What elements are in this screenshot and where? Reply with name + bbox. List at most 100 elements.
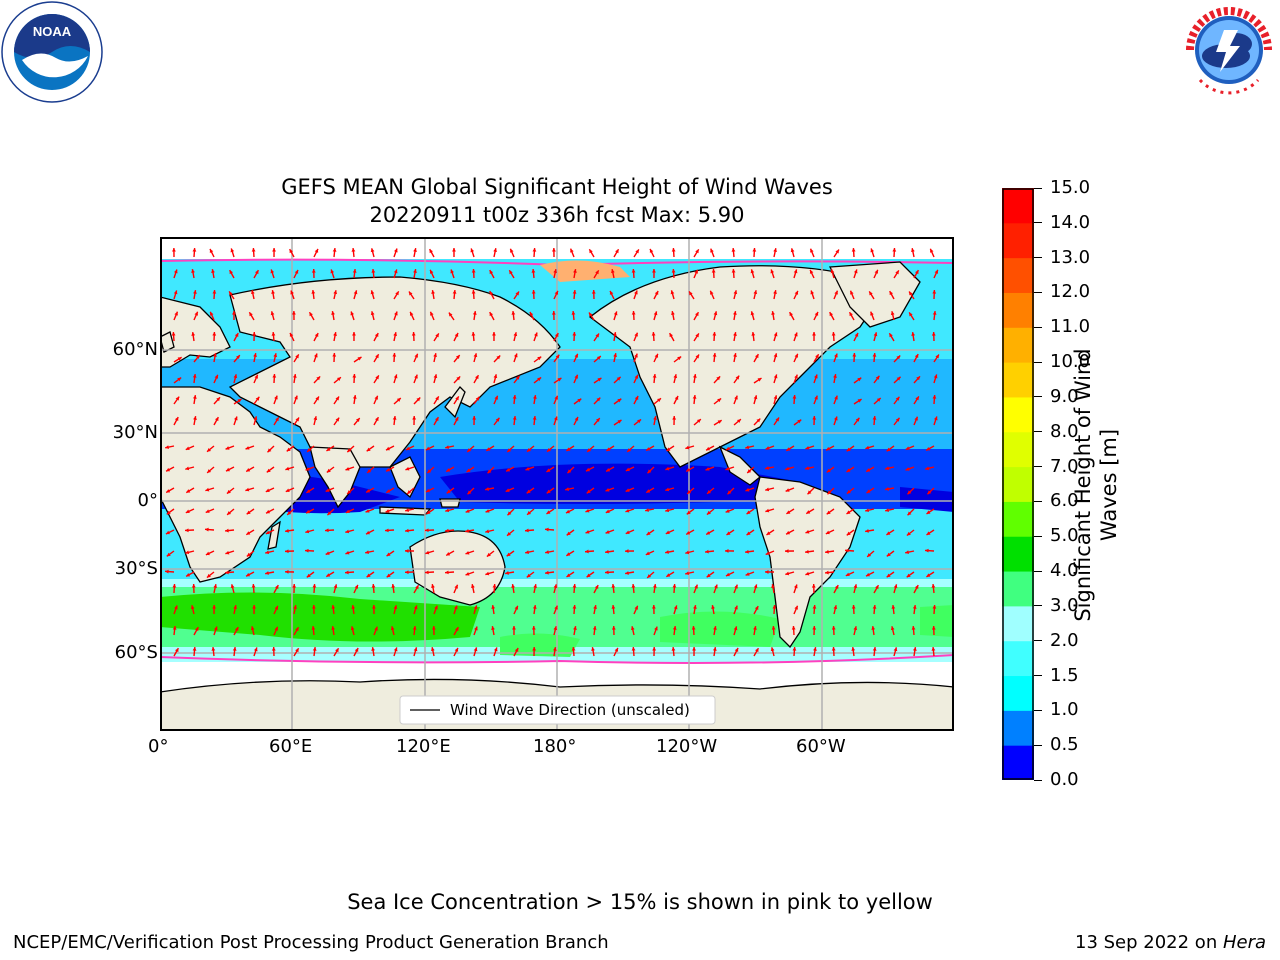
wave-arrow-head: [705, 467, 710, 471]
wave-arrow-head: [514, 647, 519, 652]
wave-arrow-head: [190, 605, 195, 610]
wave-arrow-head: [471, 269, 476, 273]
wave-arrow-head: [631, 584, 636, 588]
wave-arrow-head: [935, 354, 939, 359]
wave-arrow-head: [274, 585, 279, 590]
wave-arrow-head: [674, 395, 679, 400]
wave-arrow-head: [347, 490, 352, 494]
wave-arrow-head: [186, 489, 191, 493]
wave-arrow-head: [455, 396, 459, 401]
wave-arrow-head: [265, 530, 270, 535]
y-tick-0: 0°: [137, 490, 158, 511]
wave-arrow-head: [733, 353, 737, 357]
wave-arrow-head: [227, 511, 232, 515]
wave-arrow-head: [471, 584, 475, 589]
colorbar-tick-label: 13.0: [1034, 247, 1090, 268]
wave-arrow-head: [909, 312, 913, 317]
wave-arrow-head: [925, 548, 929, 553]
wave-arrow-head: [375, 354, 379, 359]
wave-arrow-head: [572, 605, 577, 609]
wave-arrow-head: [325, 528, 329, 533]
wave-arrow-head: [671, 311, 675, 315]
wave-arrow-head: [666, 573, 671, 577]
wave-arrow-head: [831, 647, 836, 651]
colorbar-segment: [1002, 710, 1034, 746]
wave-arrow-head: [875, 375, 880, 380]
wave-arrow-head: [531, 269, 536, 273]
wave-arrow-head: [606, 467, 611, 472]
wave-arrow-head: [265, 550, 270, 555]
wave-arrow-head: [911, 332, 916, 336]
wave-arrow-head: [657, 398, 661, 403]
wave-arrow-head: [649, 248, 654, 253]
wave-arrow-head: [731, 269, 736, 273]
wave-arrow-head: [912, 647, 917, 651]
wave-arrow-head: [554, 605, 558, 610]
colorbar-tick-label: 7.0: [1034, 456, 1079, 477]
wave-arrow-head: [849, 312, 853, 317]
wave-arrow-head: [846, 489, 851, 494]
wave-arrow-head: [392, 416, 397, 420]
wave-arrow-head: [773, 353, 778, 358]
wave-arrow-head: [289, 332, 294, 337]
wave-arrow-head: [485, 509, 490, 513]
wave-arrow-head: [236, 355, 240, 360]
wave-arrow-head: [852, 353, 857, 357]
wave-arrow-head: [212, 332, 217, 336]
wave-arrow-head: [350, 626, 355, 631]
wave-arrow-head: [752, 248, 757, 252]
wave-arrow-head: [173, 290, 178, 295]
wave-arrow-head: [829, 312, 834, 317]
wave-arrow-head: [366, 447, 371, 452]
wave-arrow-head: [452, 248, 456, 252]
wave-arrow-head: [634, 605, 638, 610]
wave-arrow-head: [234, 627, 239, 632]
colorbar-ticks: 15.0 14.0 13.0 12.0 11.0 10.0 9.0 8.0 7.0 6.0 5.0 4…: [1034, 0, 1114, 960]
wave-arrow-head: [512, 626, 516, 630]
wave-arrow-head: [345, 550, 350, 555]
wave-arrow-head: [750, 269, 755, 274]
wave-arrow-head: [425, 550, 430, 555]
wave-arrow-head: [634, 395, 639, 400]
wave-arrow-head: [895, 396, 900, 401]
wave-arrow-head: [793, 584, 798, 589]
wave-arrow-head: [395, 291, 399, 296]
wave-arrow-head: [771, 311, 775, 315]
wave-arrow-head: [651, 332, 656, 336]
wave-arrow-head: [694, 269, 698, 274]
wave-arrow-head: [794, 353, 799, 358]
wave-arrow-head: [345, 570, 349, 575]
wave-arrow-head: [532, 647, 537, 651]
wave-arrow-head: [374, 395, 378, 400]
wave-arrow-head: [834, 585, 839, 590]
wave-arrow-head: [773, 290, 777, 294]
wave-arrow-head: [912, 605, 917, 609]
wave-arrow-head: [251, 584, 256, 588]
x-tick-120e: 120°E: [396, 736, 451, 757]
wave-arrow-head: [393, 332, 398, 337]
wave-arrow-head: [812, 416, 817, 420]
wave-arrow-head: [485, 571, 490, 576]
wave-arrow-head: [273, 353, 278, 358]
colorbar-segment: [1002, 536, 1034, 572]
wave-arrow-head: [445, 528, 449, 533]
wave-arrow-head: [587, 448, 592, 452]
wave-arrow-head: [734, 605, 738, 610]
wave-arrow-head: [669, 333, 673, 338]
wave-arrow-head: [574, 416, 579, 421]
wave-arrow-head: [386, 467, 391, 472]
x-tick-120w: 120°W: [656, 736, 718, 757]
wave-arrow-head: [585, 549, 589, 554]
wave-arrow-head: [794, 290, 799, 295]
wave-arrow-head: [706, 531, 711, 535]
colorbar-tick-label: 10.0: [1034, 352, 1090, 372]
wave-arrow-head: [672, 626, 677, 630]
wave-arrow-head: [177, 357, 182, 361]
wave-arrow-head: [225, 570, 229, 575]
wave-arrow-head: [354, 647, 359, 652]
wave-arrow-head: [591, 647, 595, 651]
wave-arrow-head: [652, 374, 657, 378]
wave-arrow-head: [487, 469, 492, 474]
wave-arrow-head: [809, 269, 814, 274]
wave-arrow-head: [925, 466, 930, 471]
